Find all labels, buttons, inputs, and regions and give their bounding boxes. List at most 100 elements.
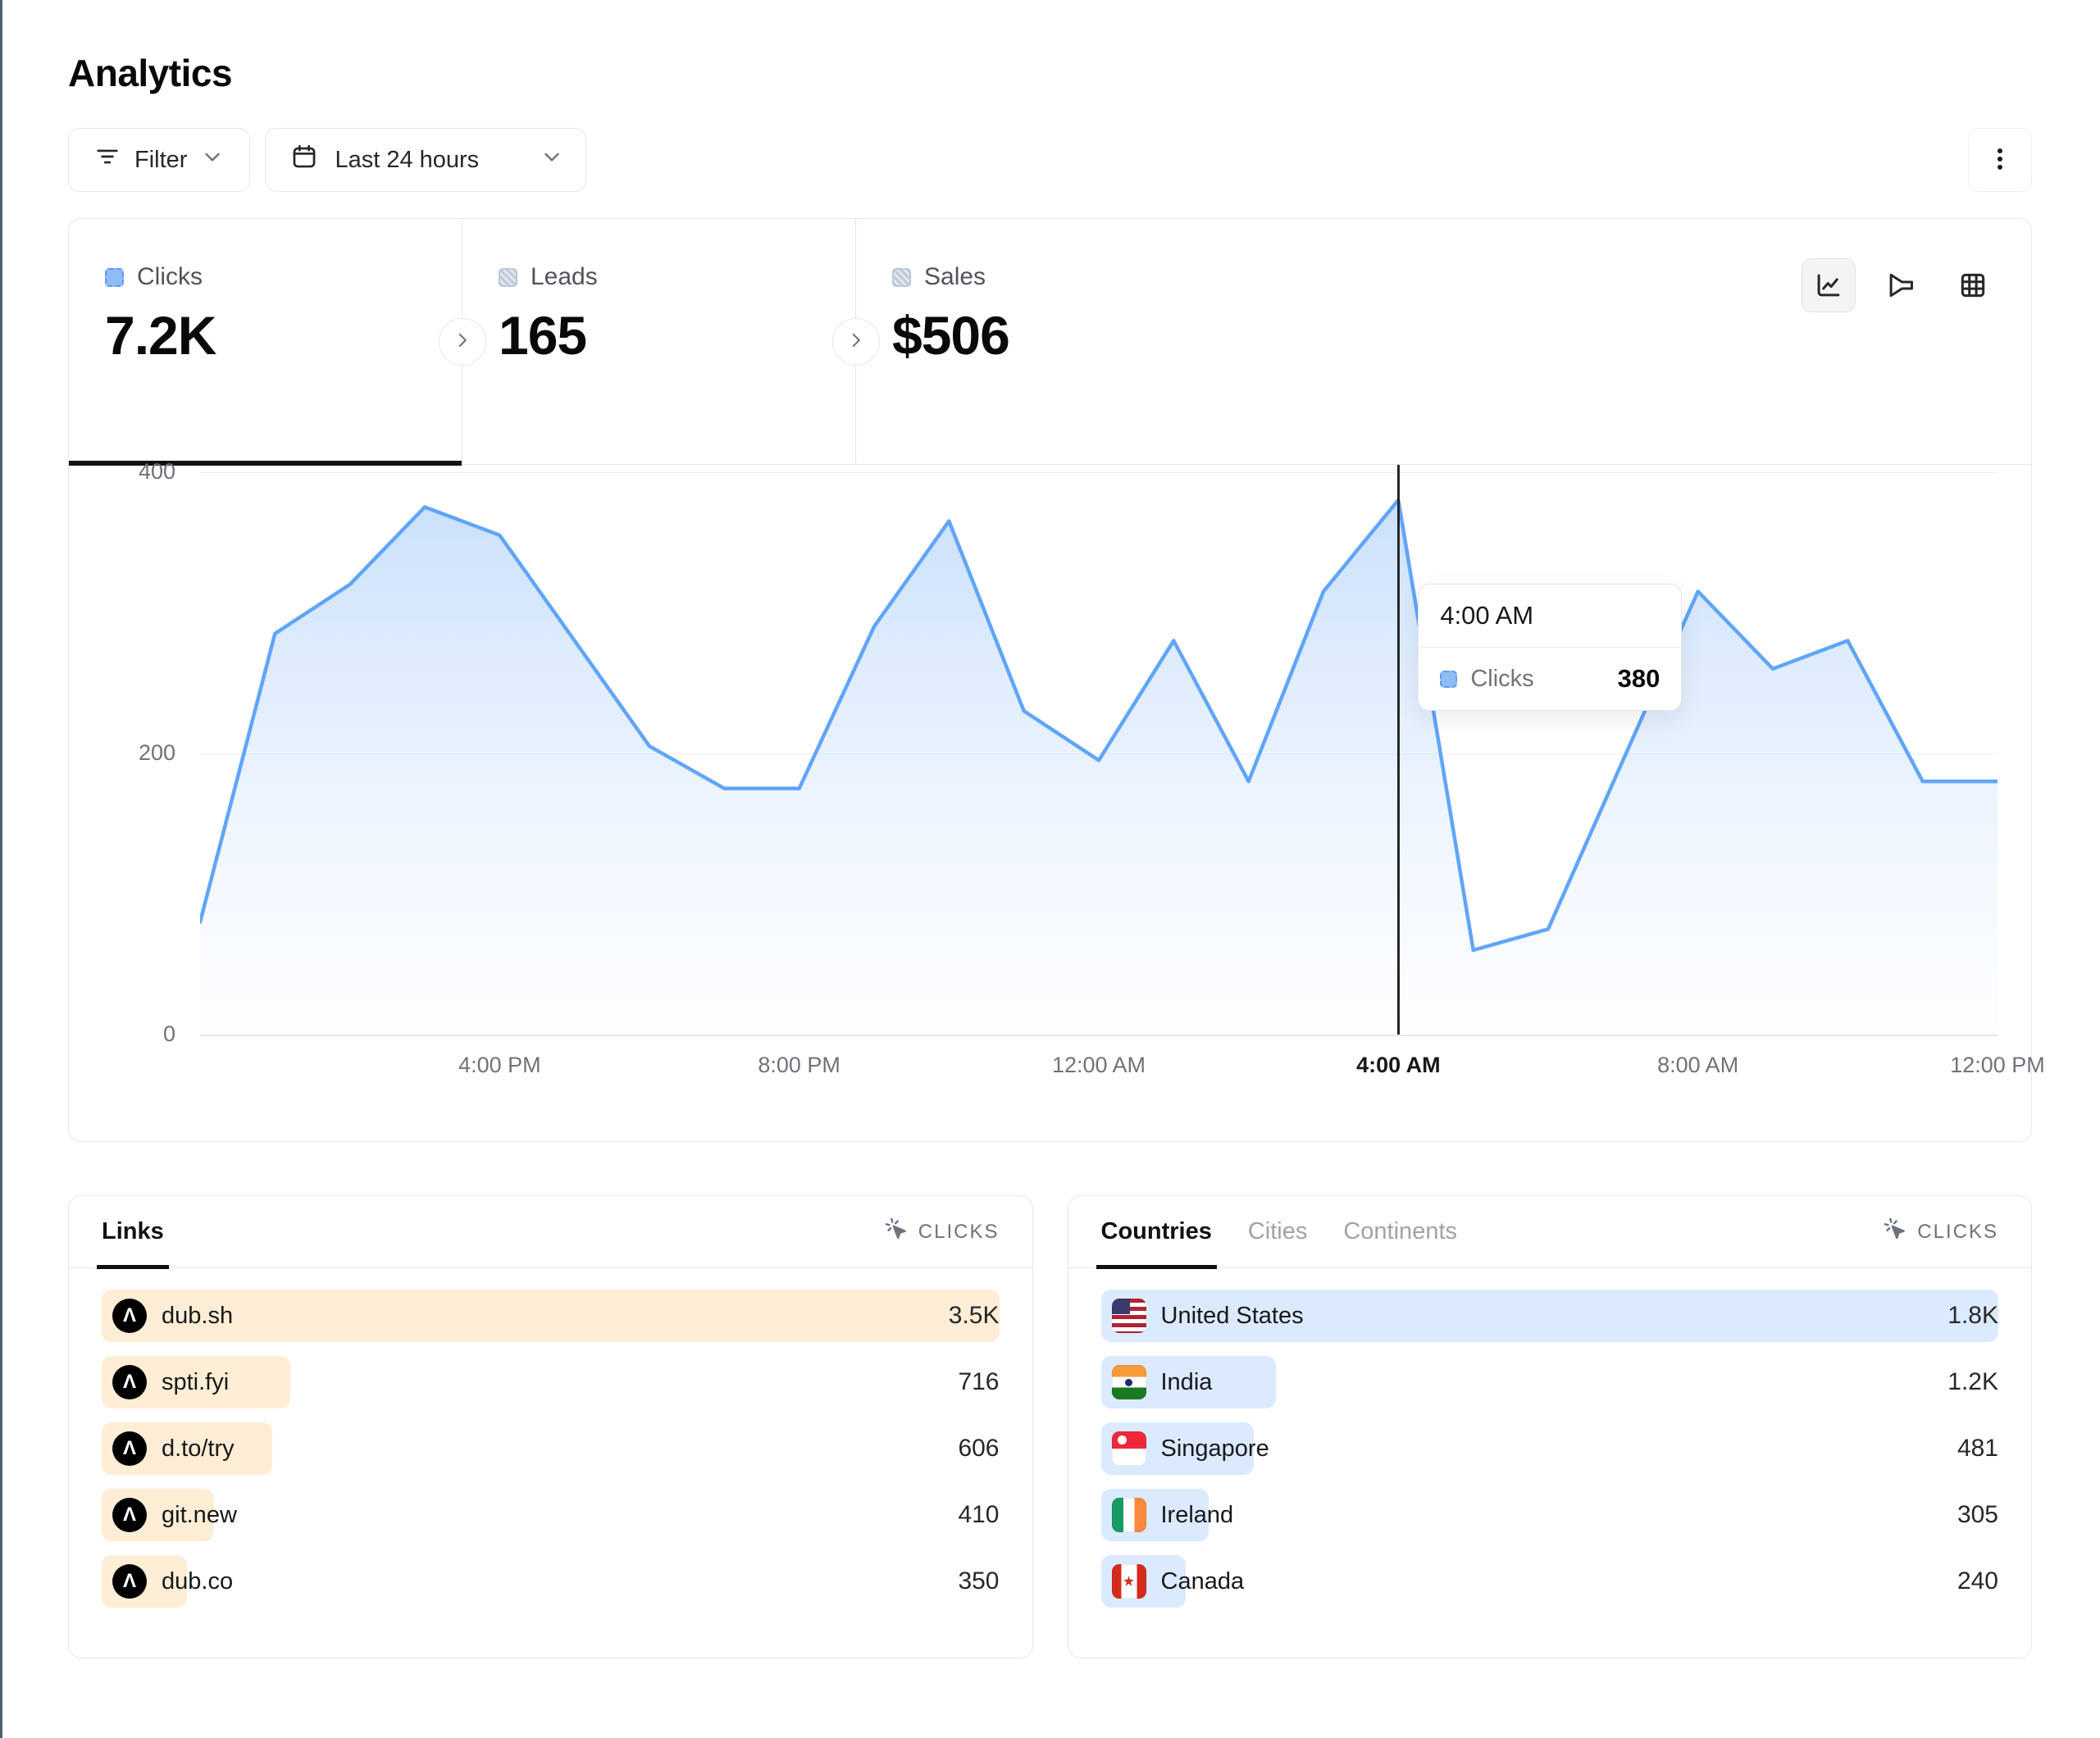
link-clicks-value: 350 (958, 1567, 1000, 1595)
country-label: India (1160, 1368, 1213, 1395)
links-panel-header: Links CLICKS (69, 1196, 1032, 1269)
country-row[interactable]: Ireland 305 (1100, 1489, 1998, 1541)
sales-label: Sales (924, 263, 986, 290)
link-label: d.to/try (162, 1435, 235, 1462)
link-label: dub.co (162, 1567, 234, 1595)
country-row[interactable]: India 1.2K (1100, 1356, 1998, 1408)
chart-view-switcher (1802, 258, 2000, 312)
tab-continents[interactable]: Continents (1343, 1218, 1458, 1244)
analytics-page: Analytics Filter Last 24 hours (0, 0, 2100, 1658)
grid-table-icon[interactable] (1946, 258, 2000, 312)
geo-panel-header: Countries Cities Continents CLICKS (1068, 1196, 2031, 1269)
more-options-button[interactable] (1968, 128, 2032, 192)
date-range-button[interactable]: Last 24 hours (265, 128, 587, 192)
gridline (200, 471, 1998, 474)
link-row-bar: Λ spti.fyi (102, 1356, 290, 1408)
leads-legend-swatch (499, 267, 517, 287)
country-flag-icon (1111, 1365, 1146, 1399)
gridline (200, 753, 1998, 755)
tab-cities[interactable]: Cities (1247, 1218, 1308, 1244)
chart-tooltip: 4:00 AM Clicks 380 (1418, 584, 1683, 711)
country-row-bar: India (1100, 1356, 1276, 1408)
link-row-bar: Λ d.to/try (102, 1422, 272, 1475)
geo-metric-toggle[interactable]: CLICKS (1883, 1217, 1998, 1247)
link-row[interactable]: Λ d.to/try 606 (102, 1422, 1000, 1475)
links-metric-toggle[interactable]: CLICKS (884, 1217, 1000, 1247)
link-label: git.new (162, 1501, 237, 1528)
filter-button-label: Filter (134, 146, 188, 173)
country-clicks-value: 1.2K (1947, 1368, 1998, 1395)
clicks-line (200, 498, 1998, 953)
country-flag-icon (1111, 1431, 1146, 1466)
clicks-area-chart[interactable]: 4:00 AM Clicks 380 (200, 465, 1998, 1036)
links-panel: Links CLICKS Λ dub.sh 3.5K (68, 1195, 1033, 1658)
link-label: dub.sh (162, 1302, 234, 1329)
y-axis-labels: 0 200 400 (69, 459, 175, 1046)
stats-tabs-row: Clicks 7.2K Leads 165 Sales $506 (69, 219, 2031, 466)
country-row[interactable]: United States 1.8K (1100, 1290, 1998, 1342)
clicks-value: 7.2K (105, 305, 216, 366)
country-clicks-value: 240 (1957, 1567, 1998, 1595)
tab-sales[interactable]: Sales $506 (856, 219, 1250, 464)
x-tick-label: 8:00 AM (1657, 1053, 1739, 1077)
sales-legend-swatch (892, 267, 911, 287)
tooltip-value: 380 (1617, 664, 1660, 693)
country-label: Canada (1160, 1567, 1245, 1595)
country-flag-icon (1111, 1299, 1146, 1333)
sales-value: $506 (892, 305, 1010, 366)
country-row-bar: Ireland (1100, 1489, 1233, 1541)
link-clicks-value: 410 (958, 1501, 1000, 1528)
chevron-right-icon (452, 330, 473, 353)
country-row-bar: Canada (1100, 1555, 1244, 1608)
link-row[interactable]: Λ spti.fyi 716 (102, 1356, 1000, 1408)
filter-lines-icon (93, 143, 121, 177)
gridline (200, 1035, 1998, 1036)
link-row-bar: Λ dub.co (102, 1555, 233, 1608)
tab-leads[interactable]: Leads 165 (462, 219, 856, 464)
funnel-icon[interactable] (1874, 258, 1928, 312)
link-row[interactable]: Λ dub.co 350 (102, 1555, 1000, 1608)
link-clicks-value: 716 (958, 1368, 1000, 1395)
geo-metric-label: CLICKS (1917, 1220, 1998, 1243)
x-tick-label: 8:00 PM (758, 1053, 840, 1077)
x-tick-label: 4:00 PM (458, 1053, 541, 1077)
clicks-area (200, 499, 1998, 1035)
links-rows: Λ dub.sh 3.5K Λ spti.fyi 716 Λ d (69, 1268, 1032, 1608)
x-tick-label: 12:00 PM (1950, 1053, 2045, 1077)
chevron-down-icon (540, 144, 564, 175)
x-tick-label: 4:00 AM (1356, 1053, 1441, 1077)
link-row[interactable]: Λ dub.sh 3.5K (102, 1290, 1000, 1342)
country-label: United States (1160, 1302, 1304, 1329)
clicks-label: Clicks (137, 263, 203, 290)
link-row[interactable]: Λ git.new 410 (102, 1489, 1000, 1541)
link-row-bar: Λ dub.sh (102, 1290, 1000, 1342)
y-tick-label: 200 (138, 739, 175, 765)
country-flag-icon (1111, 1564, 1146, 1599)
country-clicks-value: 1.8K (1947, 1302, 1998, 1329)
tab-clicks[interactable]: Clicks 7.2K (69, 219, 462, 466)
next-metric-button[interactable] (439, 317, 486, 366)
next-metric-button[interactable] (832, 317, 880, 366)
chevron-right-icon (845, 330, 867, 353)
date-range-label: Last 24 hours (335, 146, 480, 173)
geo-rows: United States 1.8K India 1.2K Singapore (1068, 1268, 2032, 1608)
country-row[interactable]: Singapore 481 (1100, 1422, 1998, 1475)
dub-logo-icon: Λ (112, 1564, 147, 1599)
links-metric-label: CLICKS (918, 1220, 1000, 1243)
filter-button[interactable]: Filter (68, 128, 251, 192)
analytics-chart-card: Clicks 7.2K Leads 165 Sales $506 (68, 218, 2045, 1142)
crosshair-line (1397, 465, 1401, 1035)
cursor-click-icon (1883, 1217, 1907, 1247)
toolbar: Filter Last 24 hours (68, 128, 2032, 192)
tab-links[interactable]: Links (97, 1196, 169, 1269)
country-flag-icon (1111, 1498, 1146, 1532)
tab-countries[interactable]: Countries (1096, 1196, 1218, 1269)
y-tick-label: 0 (162, 1021, 175, 1046)
country-row-bar: Singapore (1100, 1422, 1269, 1475)
dub-logo-icon: Λ (112, 1299, 147, 1333)
link-clicks-value: 3.5K (948, 1302, 1000, 1329)
dub-logo-icon: Λ (112, 1431, 147, 1466)
geo-panel: Countries Cities Continents CLICKS U (1067, 1195, 2032, 1658)
country-row[interactable]: Canada 240 (1100, 1555, 1998, 1608)
line-chart-icon[interactable] (1802, 258, 1856, 312)
